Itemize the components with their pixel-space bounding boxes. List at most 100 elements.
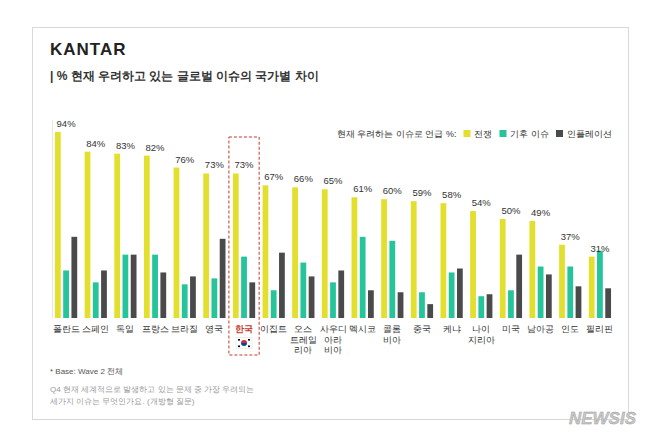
bar <box>190 276 196 318</box>
x-tick: 한국 <box>235 318 253 334</box>
bar <box>352 197 358 318</box>
bar <box>398 292 404 318</box>
data-label: 61% <box>353 183 373 194</box>
bar <box>300 263 306 318</box>
bar <box>152 255 158 318</box>
x-tick-label: 한국 <box>235 324 253 334</box>
bar <box>567 267 573 318</box>
flag-trigram <box>248 346 250 348</box>
note: Q4 현재 세계적으로 발생하고 있는 문제 중 가장 우려되는 <box>50 385 254 394</box>
x-tick: 영국 <box>205 318 223 334</box>
bar <box>309 276 315 318</box>
data-label: 83% <box>116 140 136 151</box>
bar <box>330 282 336 318</box>
x-axis: 폴란드스페인독일프랑스브라질영국한국이집트오스트레일리아사우디아라비아멕시코콜롬… <box>53 318 614 355</box>
bar <box>368 290 374 318</box>
note: 세가지 이슈는 무엇인가요. (개방형 질문) <box>50 397 195 406</box>
bar <box>419 292 425 318</box>
bar <box>220 239 226 318</box>
x-tick-label: 케냐 <box>443 324 461 334</box>
watermark: NEWSIS <box>569 409 637 428</box>
x-tick: 멕시코 <box>349 318 376 334</box>
brand: KANTAR <box>50 40 127 59</box>
bar <box>597 251 603 318</box>
x-tick-label: 콜롬비아 <box>383 324 401 344</box>
bar <box>292 187 298 318</box>
bar <box>322 189 328 318</box>
x-tick-label: 독일 <box>116 324 134 334</box>
x-tick: 중국 <box>413 318 431 334</box>
highlight-box <box>229 137 259 355</box>
x-tick-label: 미국 <box>502 324 520 334</box>
x-tick: 케냐 <box>443 318 461 334</box>
bar <box>338 270 344 318</box>
series-2 <box>71 237 611 318</box>
x-tick-label: 브라질 <box>171 324 198 334</box>
x-tick-label: 이집트 <box>260 324 287 334</box>
x-tick: 폴란드 <box>53 318 80 334</box>
data-label: 84% <box>86 138 106 149</box>
bar <box>381 199 387 318</box>
data-label: 54% <box>472 197 492 208</box>
legend-swatch <box>463 130 470 137</box>
bar <box>203 173 209 318</box>
flag-trigram <box>248 339 250 341</box>
data-label: 60% <box>383 185 403 196</box>
bar <box>160 272 166 318</box>
data-label: 49% <box>531 207 551 218</box>
series-1 <box>63 237 603 318</box>
data-label: 65% <box>323 175 343 186</box>
bar <box>487 294 493 318</box>
x-tick-label: 인도 <box>561 324 579 334</box>
x-tick-label: 스페인 <box>82 324 109 334</box>
data-label: 73% <box>235 159 255 170</box>
legend-label: 기후 이슈 <box>510 129 549 139</box>
bar <box>389 241 395 318</box>
x-tick: 이집트 <box>260 318 287 334</box>
data-label: 59% <box>412 187 432 198</box>
bar <box>589 257 595 318</box>
bar <box>101 270 107 318</box>
bar <box>478 296 484 318</box>
bar <box>457 269 463 319</box>
flag-icon <box>236 338 252 349</box>
legend-swatch <box>499 130 506 137</box>
legend-label: 인플레이션 <box>567 129 612 139</box>
bar <box>576 286 582 318</box>
legend-title: 현재 우려하는 이슈로 언급 %: <box>337 129 457 139</box>
x-tick-label: 프랑스 <box>142 324 169 334</box>
bar <box>55 132 61 318</box>
data-label: 73% <box>205 159 225 170</box>
bar <box>63 270 69 318</box>
bar <box>529 221 535 318</box>
note: * Base: Wave 2 전체 <box>50 367 123 376</box>
bar <box>85 152 91 318</box>
bar <box>605 288 611 318</box>
x-tick-label: 나이지리아 <box>468 324 495 344</box>
bar <box>427 304 433 318</box>
flag-blue <box>241 343 247 346</box>
data-label: 58% <box>442 189 462 200</box>
bar <box>211 278 217 318</box>
flag-trigram <box>238 346 240 348</box>
x-tick: 나이지리아 <box>468 318 495 345</box>
data-label: 37% <box>561 231 581 242</box>
x-tick-label: 오스트레일리아 <box>290 324 317 355</box>
bar <box>546 274 552 318</box>
bar <box>508 290 514 318</box>
flag-bg <box>236 338 252 349</box>
bar <box>114 154 120 318</box>
legend-swatch <box>556 130 563 137</box>
data-label: 67% <box>264 171 284 182</box>
x-tick: 콜롬비아 <box>383 318 401 345</box>
bar <box>559 245 565 318</box>
bar <box>249 282 255 318</box>
bar <box>241 257 247 318</box>
x-tick: 미국 <box>502 318 520 334</box>
bar <box>263 185 269 318</box>
x-tick: 오스트레일리아 <box>290 318 317 355</box>
data-label: 66% <box>294 173 314 184</box>
x-tick: 인도 <box>561 318 579 334</box>
y-axis <box>52 121 53 319</box>
x-tick: 프랑스 <box>142 318 169 334</box>
